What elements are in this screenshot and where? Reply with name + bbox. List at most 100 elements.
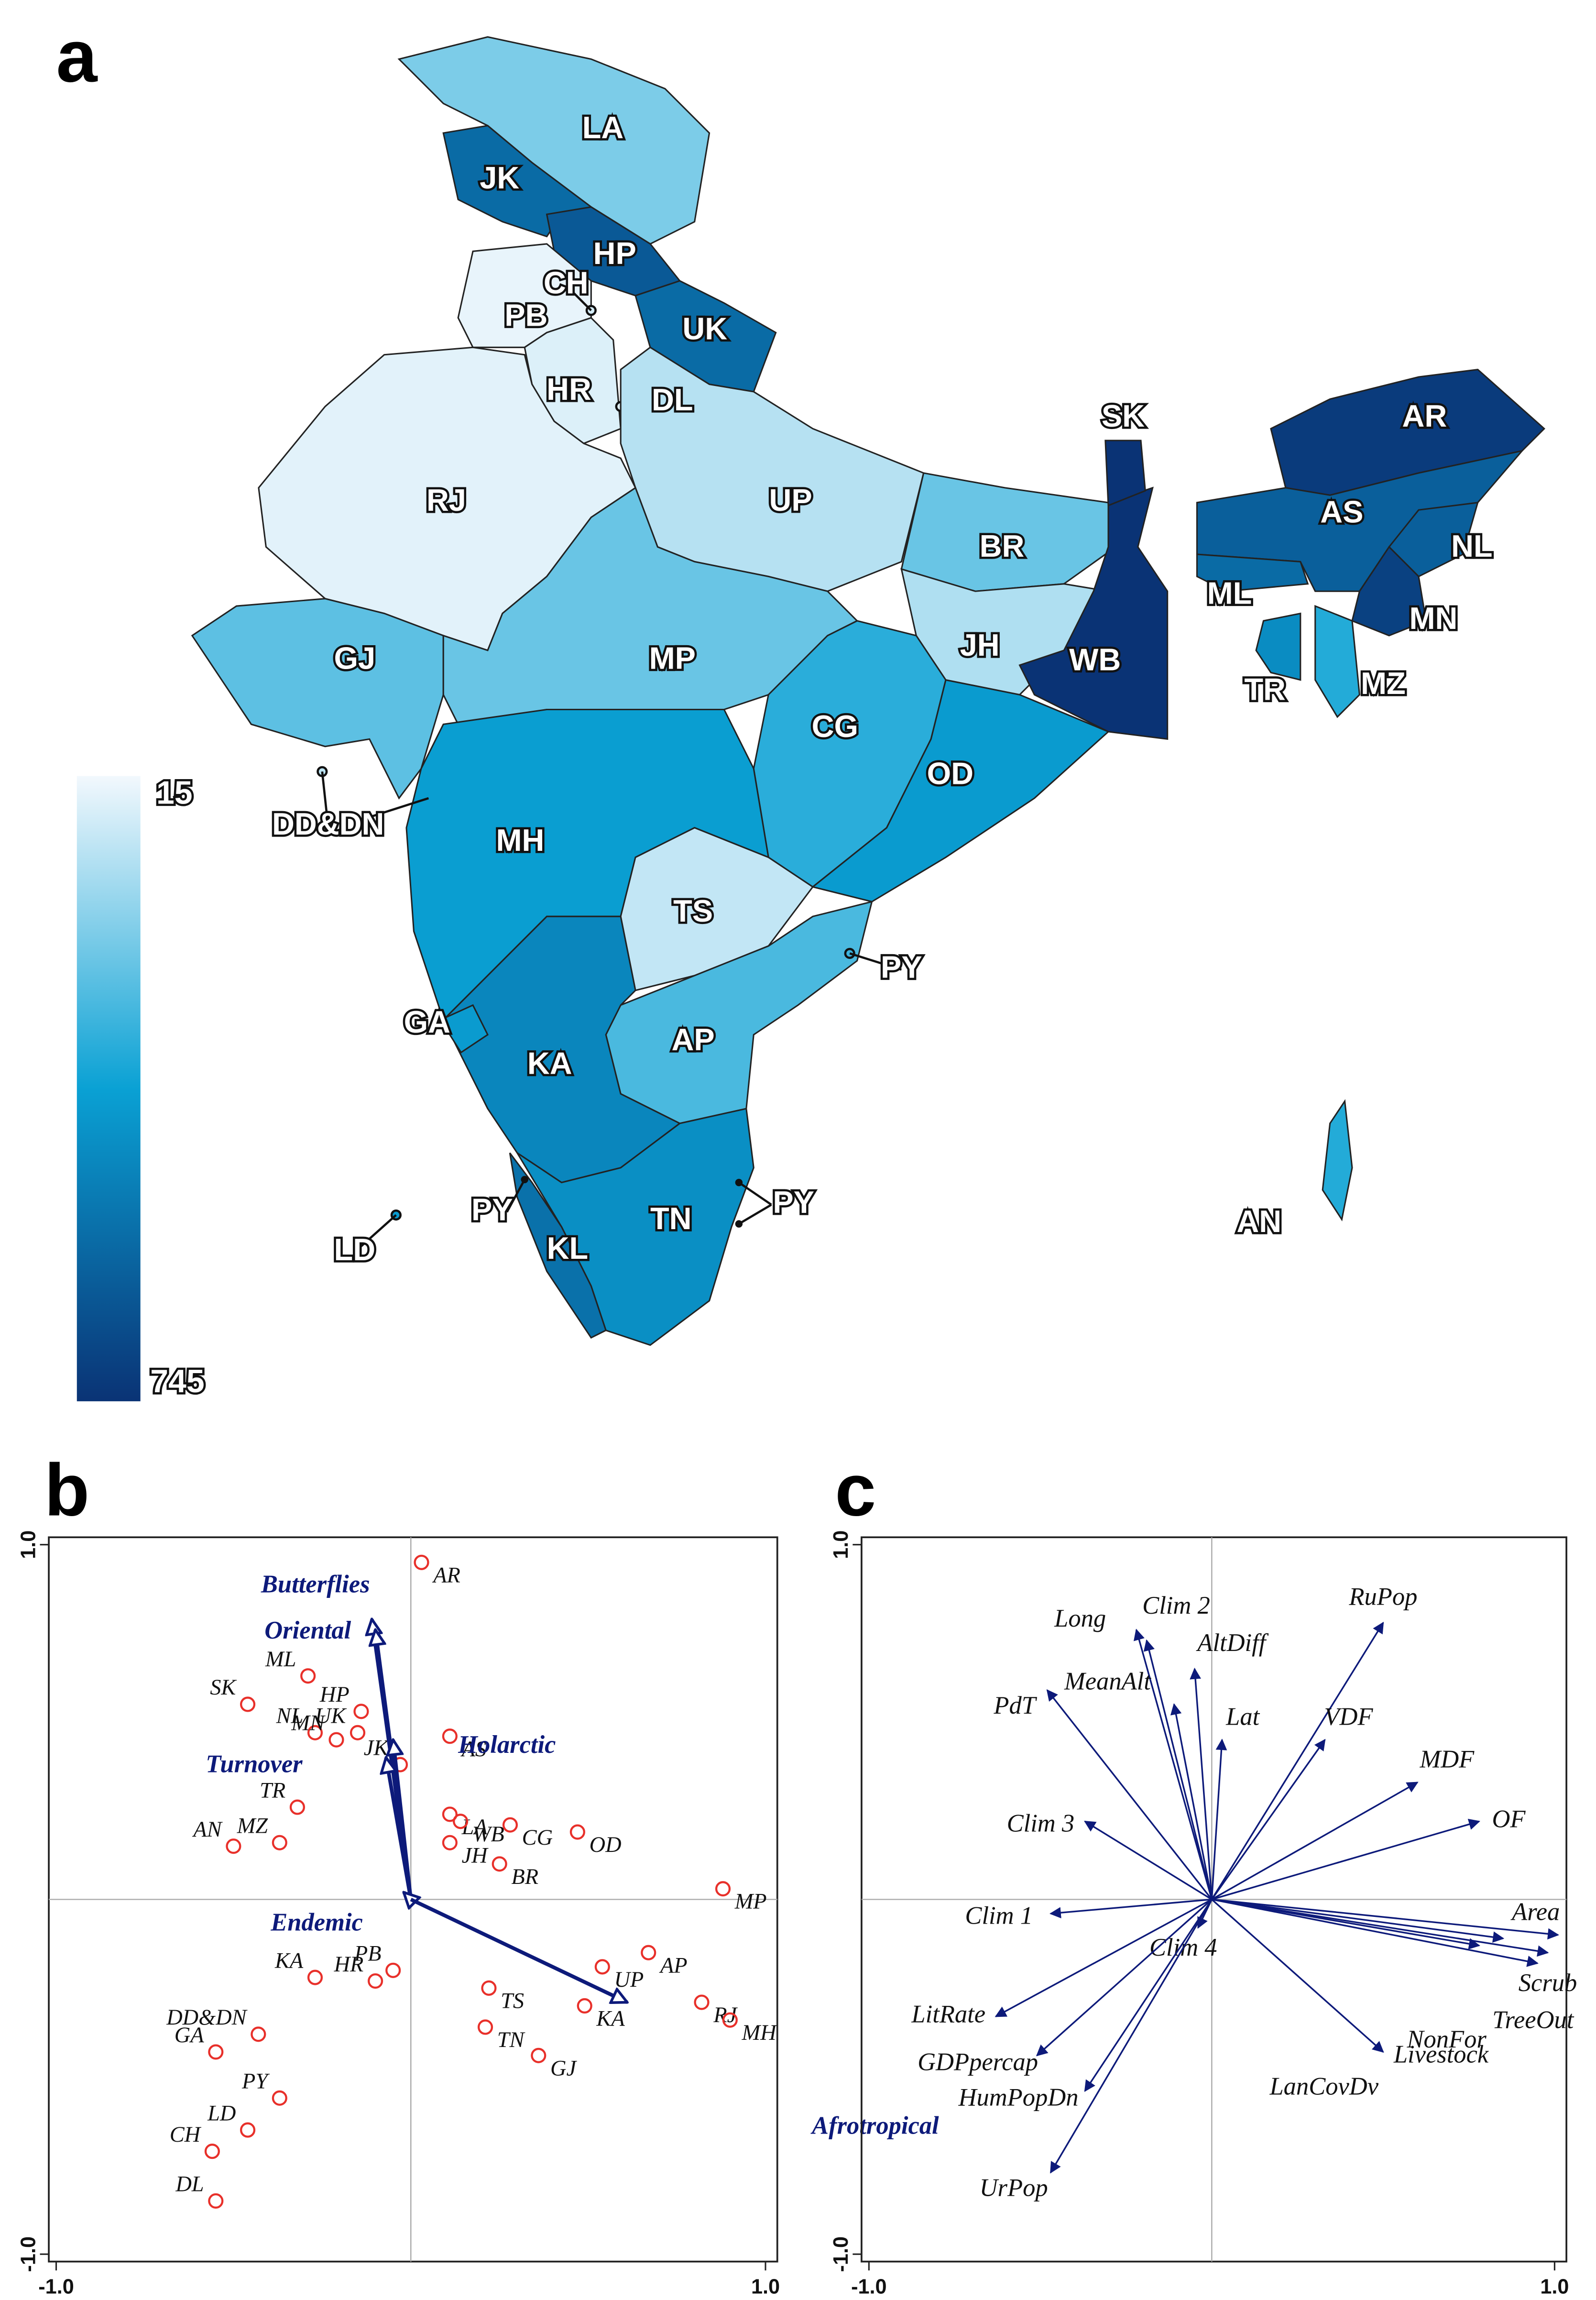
point-label: LD bbox=[207, 2101, 236, 2125]
vector bbox=[1212, 1898, 1505, 1943]
region-label: JK bbox=[480, 160, 519, 195]
region-label: AS bbox=[1320, 495, 1363, 529]
site-point bbox=[204, 2144, 220, 2159]
point-label: MP bbox=[734, 1890, 767, 1914]
vector-label: LitRate bbox=[911, 2000, 985, 2028]
region bbox=[1388, 501, 1479, 578]
point-label: TS bbox=[501, 1989, 524, 2013]
site-point bbox=[226, 1838, 241, 1854]
region bbox=[1104, 440, 1146, 507]
vector-label: RuPop bbox=[1348, 1583, 1417, 1610]
vector-label: HumPopDn bbox=[958, 2084, 1079, 2112]
vector bbox=[1211, 1621, 1384, 1900]
point-label: NL bbox=[276, 1704, 304, 1728]
leader-line bbox=[321, 771, 329, 826]
site-point bbox=[240, 2122, 256, 2138]
site-point bbox=[208, 2193, 224, 2209]
region bbox=[1196, 553, 1309, 592]
region bbox=[1351, 546, 1427, 637]
vector-label: MeanAlt bbox=[1064, 1667, 1151, 1695]
leader-line bbox=[354, 797, 429, 823]
site-point bbox=[368, 1973, 383, 1989]
vector bbox=[1211, 1818, 1480, 1901]
region bbox=[1018, 486, 1169, 740]
region-label: WB bbox=[1069, 642, 1121, 677]
leader-line bbox=[506, 1179, 526, 1213]
region-label: PY bbox=[471, 1192, 513, 1227]
region-label: LD bbox=[334, 1232, 376, 1267]
point-label: DL bbox=[175, 2172, 204, 2197]
region bbox=[1314, 605, 1361, 718]
vector-label: Lat bbox=[1225, 1703, 1260, 1730]
vector bbox=[1049, 1898, 1212, 1919]
region-label: CH bbox=[544, 265, 589, 300]
region-label: CG bbox=[812, 709, 858, 744]
region-label: PY bbox=[773, 1185, 814, 1220]
region-label: PB bbox=[504, 298, 547, 333]
point-label: AS bbox=[460, 1737, 486, 1761]
x-tick-label: 1.0 bbox=[751, 2276, 780, 2299]
point-label: MN bbox=[291, 1711, 326, 1735]
region-label: BR bbox=[980, 528, 1025, 563]
point-label: OD bbox=[590, 1833, 622, 1857]
point-label: KA bbox=[274, 1948, 304, 1973]
region-label: MP bbox=[649, 641, 696, 676]
x-tick-label: -1.0 bbox=[851, 2276, 887, 2299]
vector bbox=[1211, 1739, 1326, 1900]
point-label: SK bbox=[210, 1675, 237, 1700]
point-label: MH bbox=[742, 2021, 778, 2045]
point-label: PY bbox=[241, 2069, 270, 2094]
leader-line bbox=[738, 1203, 772, 1225]
region-label: HP bbox=[593, 236, 636, 271]
region-label: AP bbox=[671, 1022, 714, 1057]
site-point bbox=[577, 1998, 592, 2014]
point-label: PB bbox=[354, 1942, 382, 1966]
vector-label: Oriental bbox=[264, 1617, 351, 1644]
vector-label: MDF bbox=[1420, 1745, 1475, 1773]
region-label: UK bbox=[682, 311, 727, 346]
site-point bbox=[641, 1945, 656, 1960]
vector bbox=[1212, 1898, 1480, 1949]
point-label: CG bbox=[522, 1826, 553, 1850]
point-label: TN bbox=[497, 2028, 526, 2052]
vector bbox=[1211, 1782, 1419, 1900]
vector bbox=[1211, 1739, 1227, 1900]
point-label: UK bbox=[315, 1704, 347, 1728]
vector-label: Endemic bbox=[270, 1909, 363, 1937]
vector bbox=[1084, 1899, 1213, 2092]
site-point bbox=[594, 1959, 610, 1975]
site-point bbox=[531, 2047, 547, 2063]
point-label: AR bbox=[432, 1563, 460, 1587]
vector-label: GDPpercap bbox=[918, 2048, 1038, 2076]
site-point bbox=[307, 1725, 323, 1740]
site-point bbox=[502, 1817, 518, 1833]
region-label: AN bbox=[1236, 1204, 1281, 1239]
point-label: MZ bbox=[237, 1814, 269, 1838]
region-label: TR bbox=[1244, 672, 1286, 707]
vector-label: Clim 1 bbox=[965, 1902, 1033, 1929]
vector-label: TreeOut bbox=[1492, 2006, 1574, 2034]
vector-label: Clim 2 bbox=[1142, 1592, 1210, 1619]
panel-letter: b bbox=[44, 1449, 89, 1531]
site-point bbox=[307, 1970, 323, 1985]
y-tick-label: 1.0 bbox=[17, 1530, 40, 1559]
panel-letter: c bbox=[835, 1449, 876, 1531]
point-label: KA bbox=[596, 2007, 625, 2031]
x-tick-label: 1.0 bbox=[1540, 2276, 1569, 2299]
site-point bbox=[272, 2090, 287, 2106]
region-label: DD&DN bbox=[272, 806, 384, 841]
region-label: LA bbox=[582, 110, 624, 145]
site-point bbox=[208, 2044, 224, 2060]
site-point bbox=[477, 2019, 493, 2035]
y-tick-label: 1.0 bbox=[830, 1530, 853, 1559]
point-label: TR bbox=[260, 1778, 285, 1803]
region-label: PY bbox=[881, 950, 922, 985]
site-point bbox=[694, 1994, 710, 2010]
site-point bbox=[328, 1732, 344, 1748]
site-point bbox=[300, 1668, 316, 1684]
site-point bbox=[442, 1806, 458, 1822]
vector bbox=[1049, 1899, 1213, 2174]
site-point bbox=[385, 1962, 401, 1978]
point-label: HP bbox=[319, 1683, 350, 1707]
